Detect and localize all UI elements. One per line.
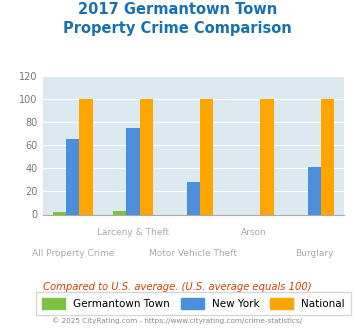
Text: Arson: Arson <box>241 228 267 237</box>
Text: Motor Vehicle Theft: Motor Vehicle Theft <box>149 249 237 258</box>
Bar <box>140 99 153 214</box>
Bar <box>261 99 274 214</box>
Bar <box>126 128 140 214</box>
Bar <box>113 211 126 215</box>
Text: Burglary: Burglary <box>295 249 333 258</box>
Bar <box>200 99 213 214</box>
Legend: Germantown Town, New York, National: Germantown Town, New York, National <box>36 292 351 315</box>
Text: © 2025 CityRating.com - https://www.cityrating.com/crime-statistics/: © 2025 CityRating.com - https://www.city… <box>53 317 302 324</box>
Text: 2017 Germantown Town: 2017 Germantown Town <box>78 2 277 16</box>
Text: Compared to U.S. average. (U.S. average equals 100): Compared to U.S. average. (U.S. average … <box>43 282 312 292</box>
Bar <box>321 99 334 214</box>
Bar <box>66 139 80 214</box>
Text: Larceny & Theft: Larceny & Theft <box>97 228 169 237</box>
Bar <box>80 99 93 214</box>
Text: Property Crime Comparison: Property Crime Comparison <box>63 21 292 36</box>
Text: All Property Crime: All Property Crime <box>32 249 114 258</box>
Bar <box>187 182 200 214</box>
Bar <box>307 167 321 214</box>
Bar <box>53 212 66 214</box>
